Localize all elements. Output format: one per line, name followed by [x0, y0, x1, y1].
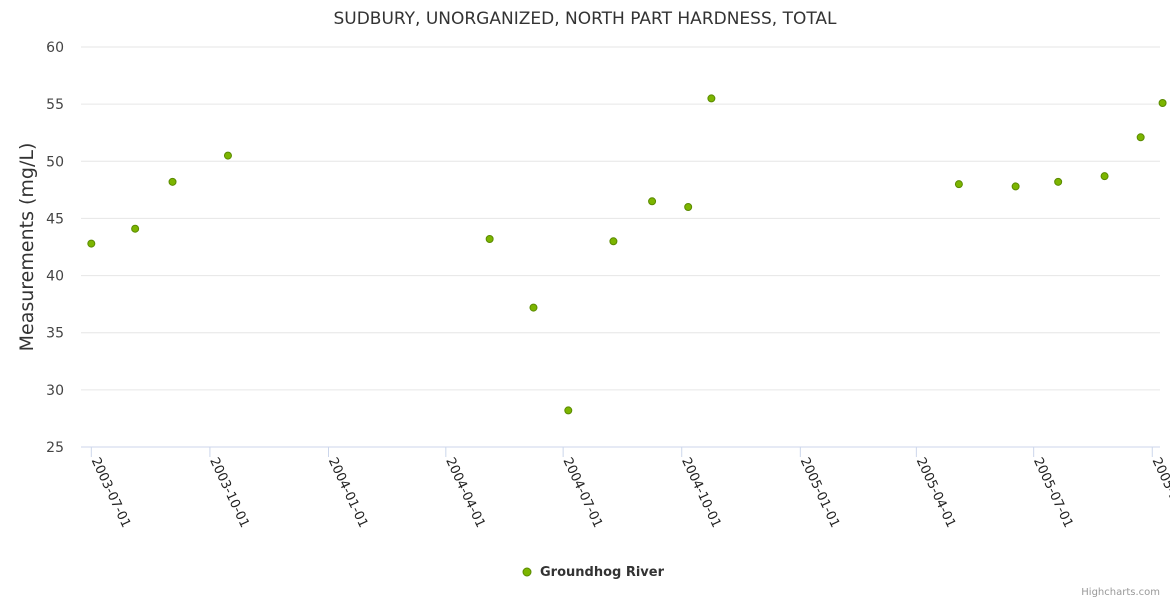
x-tick-label: 2004-10-01 — [678, 455, 724, 530]
data-point[interactable] — [1100, 172, 1109, 181]
y-tick-label: 30 — [46, 383, 64, 399]
data-point[interactable] — [223, 151, 232, 160]
data-point[interactable] — [1158, 99, 1167, 107]
data-point[interactable] — [131, 224, 140, 233]
y-tick-label: 45 — [46, 211, 64, 227]
data-point[interactable] — [1011, 182, 1020, 191]
x-tick-label: 2005-01-01 — [797, 455, 843, 530]
data-point[interactable] — [1054, 177, 1063, 186]
y-tick-label: 50 — [46, 154, 64, 170]
legend-marker — [522, 567, 532, 577]
data-point[interactable] — [485, 235, 494, 243]
credit-link[interactable]: Highcharts.com — [1081, 587, 1160, 598]
series-groundhog-river — [87, 94, 1167, 415]
data-point[interactable] — [87, 239, 96, 248]
data-point[interactable] — [684, 203, 693, 211]
data-point[interactable] — [648, 197, 657, 206]
x-tick-label: 2003-10-01 — [206, 455, 252, 530]
x-tick-label: 2005-10-01 — [1149, 455, 1170, 530]
y-axis-label: Measurements (mg/L) — [16, 143, 38, 352]
x-tick-label: 2004-01-01 — [325, 455, 371, 530]
x-tick-label: 2004-04-01 — [442, 455, 488, 530]
data-point[interactable] — [1136, 133, 1145, 142]
x-tick-label: 2005-07-01 — [1030, 455, 1076, 530]
legend-item-groundhog-river[interactable]: Groundhog River — [540, 565, 665, 580]
x-axis-ticks: 2003-07-01 2003-10-01 2004-01-01 2004-04-01… — [88, 447, 1170, 530]
x-tick-label: 2005-04-01 — [913, 455, 959, 530]
y-tick-label: 40 — [46, 269, 64, 285]
data-point[interactable] — [954, 180, 963, 189]
data-point[interactable] — [168, 177, 177, 186]
grid-lines — [81, 46, 1160, 391]
y-tick-label: 25 — [46, 440, 64, 456]
y-tick-label: 60 — [46, 40, 64, 56]
data-point[interactable] — [564, 406, 573, 415]
data-point[interactable] — [609, 237, 618, 246]
legend[interactable]: Groundhog River — [522, 565, 665, 580]
y-tick-label: 35 — [46, 326, 64, 342]
x-tick-label: 2004-07-01 — [560, 455, 606, 530]
y-axis-ticks: 25 30 35 40 45 50 55 60 — [46, 40, 64, 456]
data-point[interactable] — [707, 94, 716, 103]
chart-title: SUDBURY, UNORGANIZED, NORTH PART HARDNES… — [333, 9, 837, 29]
x-tick-label: 2003-07-01 — [88, 455, 134, 530]
data-point[interactable] — [529, 303, 538, 312]
y-tick-label: 55 — [46, 97, 64, 113]
